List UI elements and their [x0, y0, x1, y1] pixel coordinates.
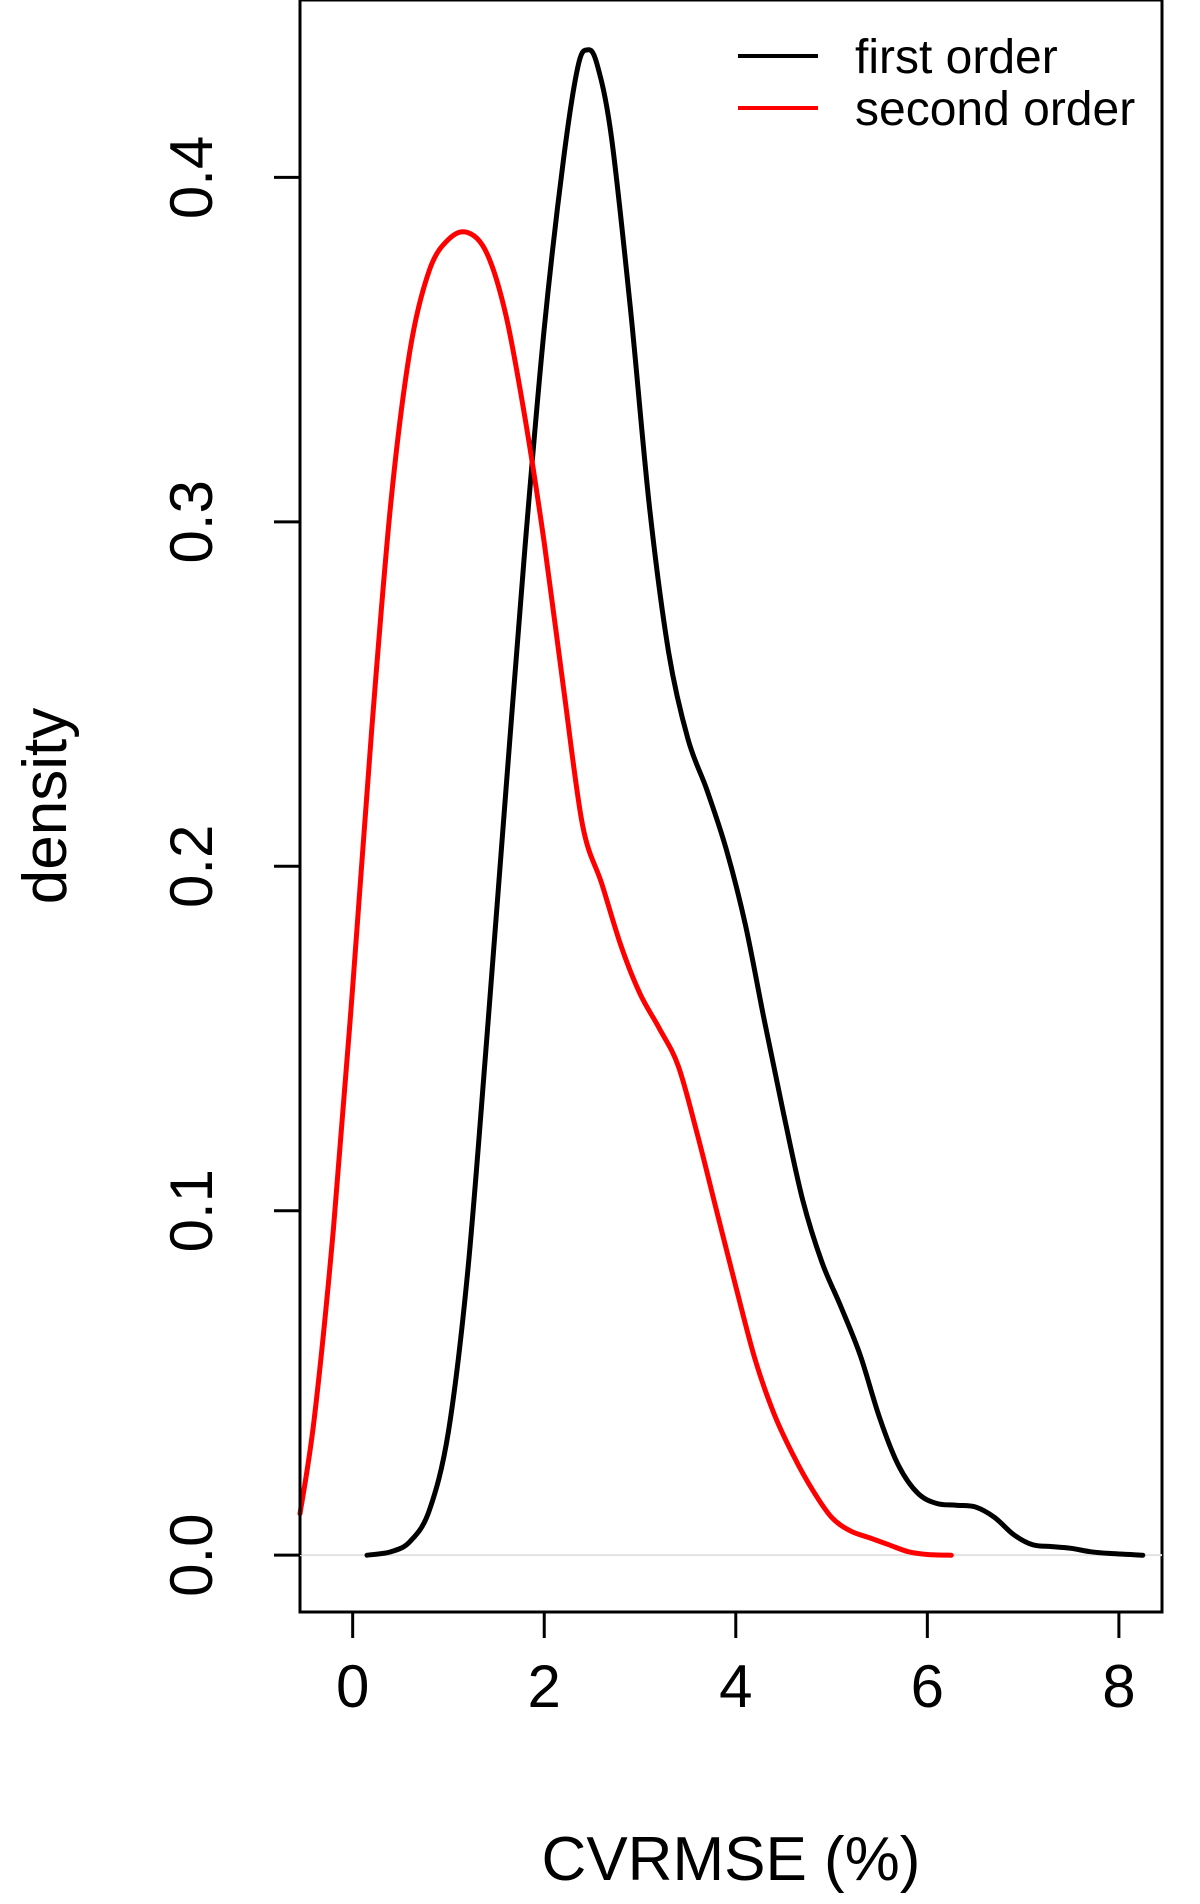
plot-frame — [298, 0, 1164, 1614]
x-tick-label: 2 — [528, 1653, 561, 1720]
x-tick-label: 8 — [1102, 1653, 1135, 1720]
x-axis: 0 2 4 6 8 — [336, 1610, 1136, 1720]
series-line-1 — [364, 47, 1146, 1558]
y-tick-label: 0.0 — [158, 1513, 225, 1596]
series-layer — [297, 47, 1146, 1558]
y-tick-label: 0.1 — [158, 1169, 225, 1252]
legend-label-2: second order — [855, 83, 1135, 136]
legend-label-1: first order — [855, 31, 1058, 84]
y-tick-label: 0.2 — [158, 825, 225, 908]
x-tick-label: 4 — [719, 1653, 752, 1720]
y-tick-label: 0.4 — [158, 136, 225, 219]
series-line-2 — [297, 229, 954, 1558]
x-tick-label: 6 — [911, 1653, 944, 1720]
y-axis-title: density — [11, 708, 80, 904]
x-tick-label: 0 — [336, 1653, 369, 1720]
x-axis-title: CVRMSE (%) — [542, 1825, 921, 1894]
y-tick-label: 0.3 — [158, 480, 225, 563]
y-axis: 0.0 0.1 0.2 0.3 0.4 — [158, 136, 302, 1597]
